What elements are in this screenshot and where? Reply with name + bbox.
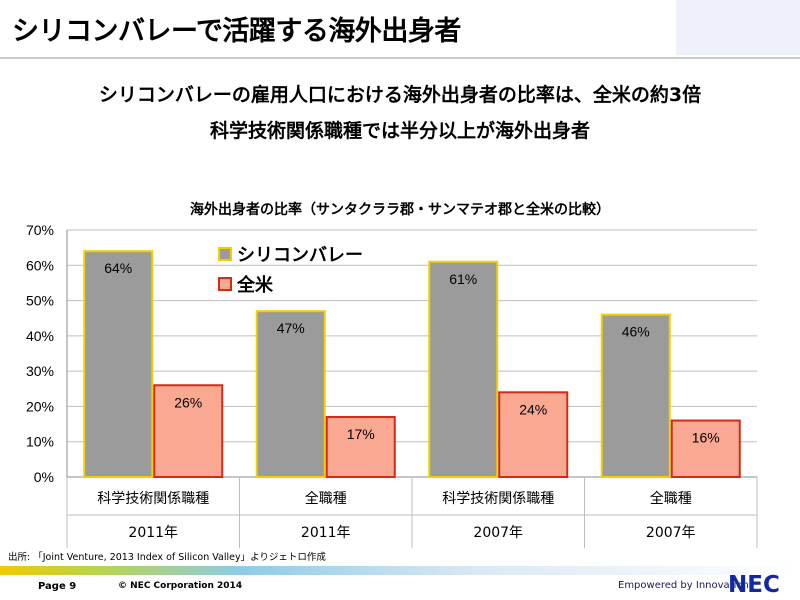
page-number: Page 9 [38, 581, 77, 592]
bar-silicon-valley [428, 260, 499, 478]
data-label: 61% [449, 271, 477, 287]
x-year-label: 2011年 [128, 525, 178, 541]
bar-us-total [153, 384, 224, 478]
bar-us-total [498, 391, 569, 478]
legend-label: シリコンバレー [237, 245, 363, 266]
y-tick-label: 30% [26, 363, 54, 379]
bar-us-total [670, 419, 741, 479]
y-tick-label: 20% [26, 398, 54, 414]
y-tick-label: 0% [34, 469, 54, 485]
subtitle-line-1: シリコンバレーの雇用人口における海外出身者の比率は、全米の約3倍 [98, 84, 702, 106]
x-year-label: 2011年 [301, 525, 351, 541]
footer-gradient-band [0, 566, 800, 575]
bar-us-total [325, 416, 396, 478]
y-tick-label: 60% [26, 257, 54, 273]
bar-silicon-valley [83, 250, 154, 478]
tagline: Empowered by Innovation [618, 580, 749, 591]
legend-swatch [218, 277, 232, 291]
title-divider [0, 57, 800, 59]
data-label: 64% [104, 260, 132, 276]
data-label: 17% [347, 426, 375, 442]
x-category-label: 科学技術関係職種 [97, 491, 209, 507]
nec-logo: NEC [728, 572, 780, 598]
x-category-label: 全職種 [650, 490, 692, 507]
legend-swatch [218, 247, 232, 261]
subtitle-line-2: 科学技術関係職種では半分以上が海外出身者 [209, 120, 590, 142]
data-label: 26% [174, 394, 202, 410]
legend-label: 全米 [236, 274, 274, 296]
y-tick-label: 70% [26, 222, 54, 238]
bar-silicon-valley [255, 310, 326, 478]
chart-title: 海外出身者の比率（サンタクララ郡・サンマテオ郡と全米の比較） [190, 201, 610, 218]
x-category-label: 全職種 [305, 490, 347, 507]
title-bar: シリコンバレーで活躍する海外出身者 [0, 0, 674, 55]
y-tick-label: 40% [26, 328, 54, 344]
copyright: © NEC Corporation 2014 [118, 581, 243, 591]
source-note: 出所: 「Joint Venture, 2013 Index of Silico… [8, 552, 326, 563]
page-title: シリコンバレーで活躍する海外出身者 [12, 16, 461, 47]
x-year-label: 2007年 [646, 525, 696, 541]
y-tick-label: 50% [26, 293, 54, 309]
data-label: 16% [692, 430, 720, 446]
x-year-label: 2007年 [473, 525, 523, 541]
x-category-label: 科学技術関係職種 [442, 491, 554, 507]
data-label: 47% [277, 320, 305, 336]
bar-chart: 海外出身者の比率（サンタクララ郡・サンマテオ郡と全米の比較） 0% 10% 20% 30… [26, 201, 758, 548]
bar-silicon-valley [600, 313, 671, 478]
data-label: 24% [519, 401, 547, 417]
data-label: 46% [622, 324, 650, 340]
title-side-panel [676, 0, 800, 55]
y-tick-label: 10% [26, 434, 54, 450]
